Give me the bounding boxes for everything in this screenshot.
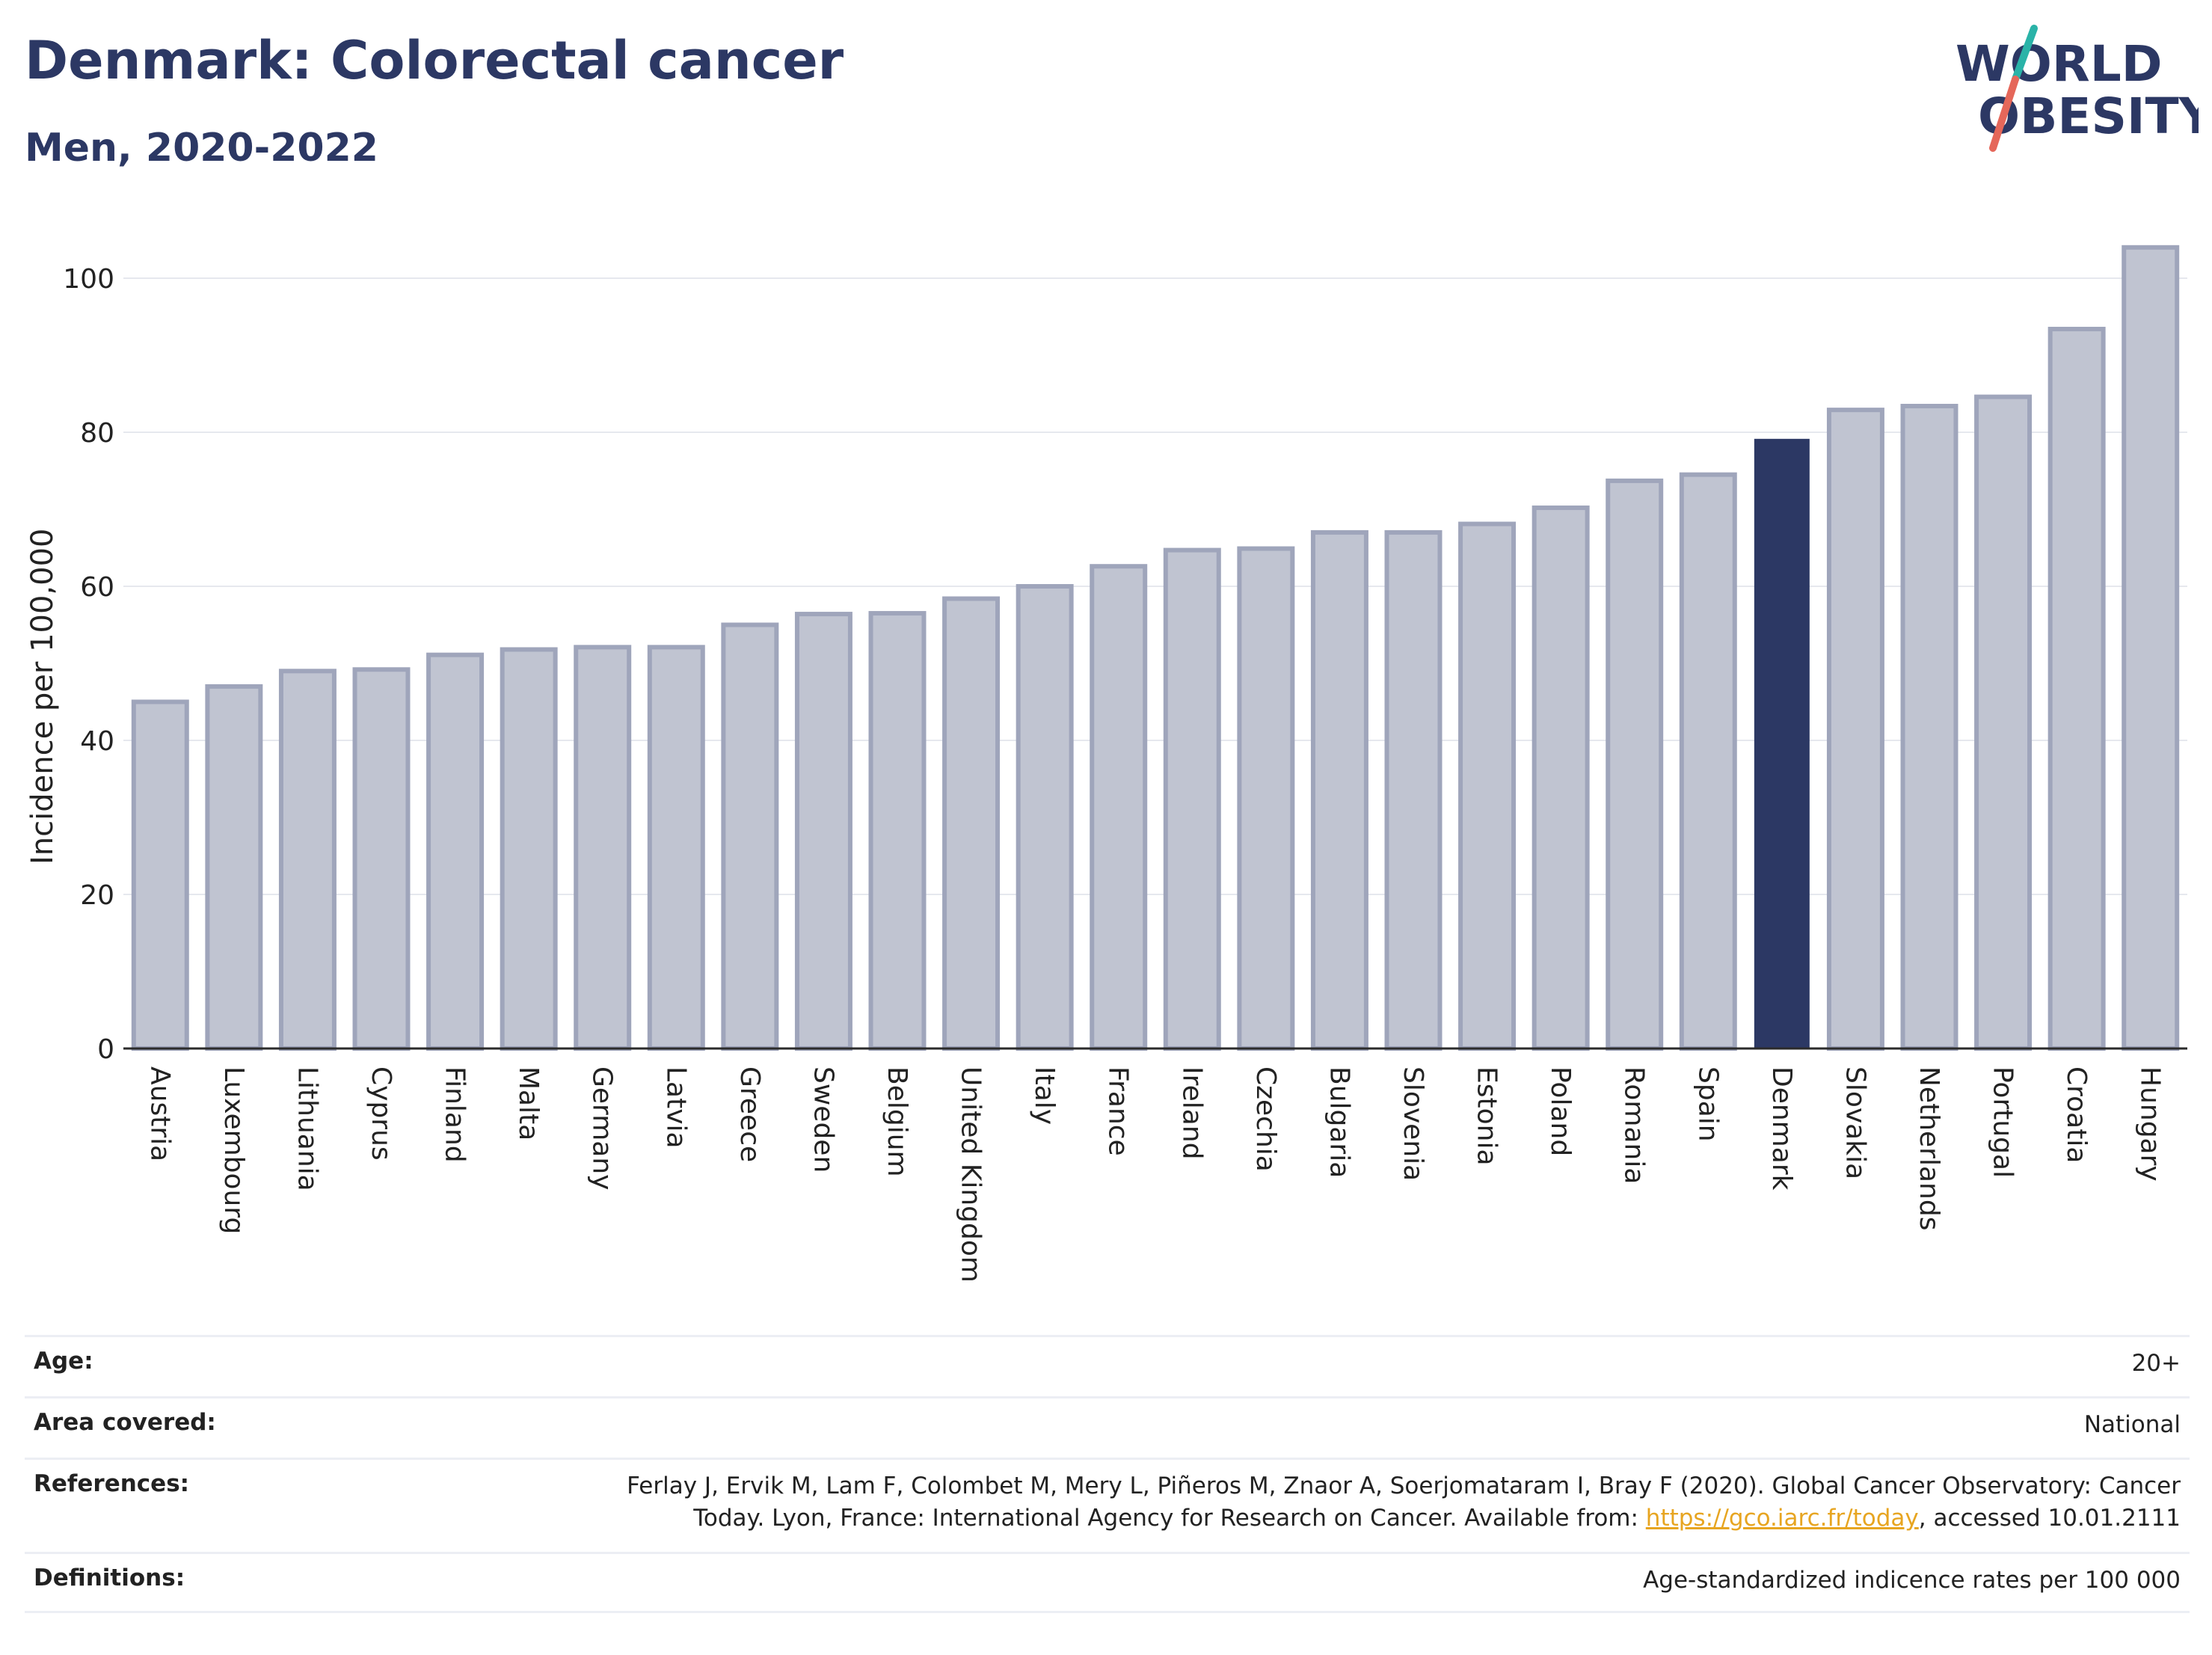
x-tick-label: Germany <box>587 1066 618 1190</box>
bar-netherlands <box>1900 403 1958 1051</box>
bar-hungary <box>2122 245 2180 1051</box>
bar-greece <box>721 622 779 1051</box>
logo-slash-top <box>2012 25 2038 83</box>
x-tick-label: Estonia <box>1472 1066 1502 1166</box>
bar-spain <box>1679 472 1737 1051</box>
x-tick-label: Italy <box>1029 1066 1060 1125</box>
x-tick-label: Romania <box>1619 1066 1650 1184</box>
x-tick-label: Portugal <box>1988 1066 2018 1178</box>
bar-finland <box>426 652 485 1051</box>
bar-lithuania <box>278 669 337 1051</box>
area-value: National <box>2083 1411 2181 1438</box>
info-row-area: Area covered: National <box>25 1396 2190 1458</box>
references-text-1: Ferlay J, Ervik M, Lam F, Colombet M, Me… <box>627 1473 2181 1499</box>
bar-cyprus <box>352 667 411 1051</box>
info-row-references: References: Ferlay J, Ervik M, Lam F, Co… <box>25 1458 2190 1552</box>
bar-chart: 0 20 40 60 80 100 Incidence per 100,000 Austria… <box>25 245 2187 1283</box>
bar-croatia <box>2047 326 2106 1051</box>
x-tick-label: Croatia <box>2061 1066 2092 1163</box>
x-tick-label: Greece <box>734 1066 765 1162</box>
x-tick-label: Finland <box>440 1066 470 1163</box>
y-axis-title: Incidence per 100,000 <box>25 529 60 865</box>
bar-austria <box>131 699 189 1051</box>
x-tick-label: Bulgaria <box>1324 1066 1354 1178</box>
info-table: Age: 20+ Area covered: National Referenc… <box>25 1335 2190 1613</box>
bar-latvia <box>647 645 705 1051</box>
bar-bulgaria <box>1310 529 1368 1051</box>
y-tick-label: 80 <box>80 418 114 449</box>
bar-denmark <box>1754 438 1810 1050</box>
age-label: Age: <box>34 1348 93 1375</box>
y-tick-label: 0 <box>97 1034 114 1065</box>
definitions-value: Age-standardized indicence rates per 100… <box>1643 1567 2181 1594</box>
x-tick-label: Sweden <box>808 1066 838 1173</box>
page-subtitle: Men, 2020-2022 <box>25 126 378 171</box>
x-tick-label: Slovenia <box>1398 1066 1428 1181</box>
x-tick-label: Hungary <box>2135 1066 2166 1182</box>
y-tick-label: 40 <box>80 726 114 757</box>
bar-ireland <box>1163 547 1221 1051</box>
page-title: Denmark: Colorectal cancer <box>25 30 844 91</box>
bar-france <box>1090 564 1148 1051</box>
bar-italy <box>1016 584 1074 1051</box>
x-tick-label: United Kingdom <box>956 1066 986 1283</box>
x-tick-label: Luxembourg <box>218 1066 249 1234</box>
y-tick-label: 60 <box>80 572 114 603</box>
x-tick-label: France <box>1103 1066 1134 1156</box>
x-tick-label: Czechia <box>1250 1066 1281 1172</box>
x-tick-label: Netherlands <box>1914 1066 1944 1230</box>
x-tick-label: Denmark <box>1766 1066 1797 1191</box>
age-value: 20+ <box>2131 1350 2181 1377</box>
y-tick-label: 20 <box>80 880 114 911</box>
x-tick-label: Poland <box>1545 1066 1576 1156</box>
bar-slovakia <box>1826 408 1884 1051</box>
info-row-definitions: Definitions: Age-standardized indicence … <box>25 1552 2190 1613</box>
references-label: References: <box>34 1470 190 1497</box>
x-tick-label: Belgium <box>882 1066 912 1177</box>
bar-belgium <box>868 611 927 1051</box>
references-link[interactable]: https://gco.iarc.fr/today <box>1645 1505 1919 1532</box>
bar-malta <box>500 647 558 1051</box>
world-obesity-logo: WORLD OBESITY <box>1956 25 2199 152</box>
x-tick-label: Spain <box>1692 1066 1723 1142</box>
x-tick-label: Austria <box>144 1066 175 1161</box>
references-text-2: Today. Lyon, France: International Agenc… <box>693 1505 1646 1532</box>
x-tick-label: Latvia <box>660 1066 691 1149</box>
x-tick-label: Cyprus <box>366 1066 396 1161</box>
x-tick-label: Lithuania <box>292 1066 322 1191</box>
logo-line-1: WORLD <box>1956 35 2163 93</box>
references-text-3: , accessed 10.01.2111 <box>1918 1505 2181 1532</box>
logo-slash-bottom <box>1989 76 2019 152</box>
x-tick-label: Malta <box>513 1066 544 1140</box>
references-value: Ferlay J, Ervik M, Lam F, Colombet M, Me… <box>219 1470 2181 1535</box>
bar-united-kingdom <box>942 596 1001 1051</box>
x-tick-label: Slovakia <box>1840 1066 1870 1179</box>
area-label: Area covered: <box>34 1409 216 1436</box>
bar-portugal <box>1974 394 2033 1051</box>
bar-estonia <box>1458 521 1517 1051</box>
bar-sweden <box>794 612 852 1051</box>
bar-germany <box>574 645 632 1051</box>
bar-luxembourg <box>205 684 263 1051</box>
definitions-label: Definitions: <box>34 1565 185 1591</box>
bar-czechia <box>1237 546 1295 1051</box>
y-tick-label: 100 <box>63 264 114 295</box>
logo-line-2: OBESITY <box>1978 87 2199 145</box>
bar-poland <box>1531 505 1590 1051</box>
info-row-age: Age: 20+ <box>25 1335 2190 1396</box>
bar-romania <box>1606 478 1664 1051</box>
bar-slovenia <box>1384 529 1443 1051</box>
x-tick-label: Ireland <box>1176 1066 1207 1160</box>
